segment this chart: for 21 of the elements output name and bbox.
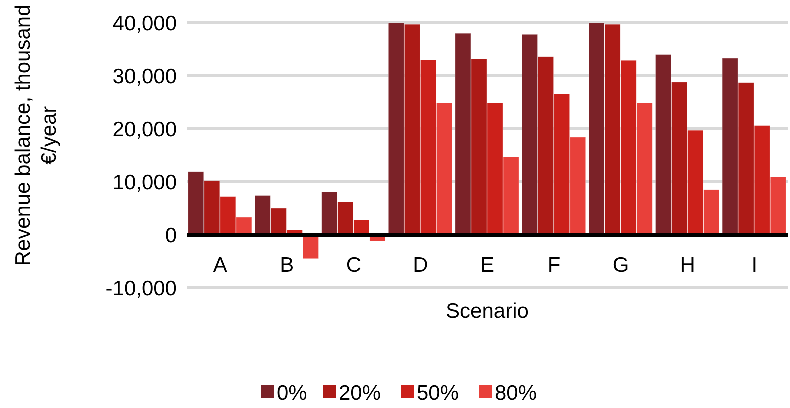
x-tick-label: A [213, 254, 228, 277]
x-tick-label: G [612, 254, 630, 277]
y-tick-label: -10,000 [106, 277, 177, 300]
y-tick-label: 30,000 [112, 65, 177, 88]
y-tick-label: 20,000 [112, 118, 177, 142]
legend-label: 0% [277, 382, 308, 405]
y-tick-label: 40,000 [112, 12, 177, 36]
x-tick-label: H [680, 254, 696, 277]
x-tick-label: B [280, 254, 294, 277]
x-tick-label: F [548, 254, 561, 277]
x-tick-label: I [752, 254, 758, 277]
y-tick-label: 0 [165, 224, 177, 248]
x-tick-label: C [346, 254, 362, 277]
x-tick-label: D [413, 254, 428, 277]
y-tick-label: 10,000 [112, 171, 177, 194]
legend-label: 50% [417, 382, 460, 405]
legend-label: 20% [339, 382, 382, 405]
x-tick-label: E [480, 254, 495, 277]
legend-label: 80% [495, 382, 538, 405]
y-axis-title: Revenue balance, thousand €/year [12, 4, 61, 266]
x-axis-title: Scenario [446, 300, 529, 323]
